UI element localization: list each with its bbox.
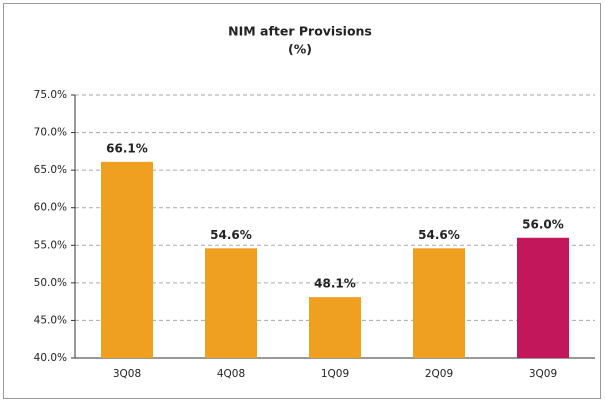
x-tick-label: 2Q09 xyxy=(425,368,453,380)
bar xyxy=(309,297,361,358)
y-tick-label: 75.0% xyxy=(34,89,67,101)
value-label: 48.1% xyxy=(314,277,356,291)
x-tick-label: 3Q09 xyxy=(529,368,557,380)
chart-title: NIM after Provisions xyxy=(228,24,372,39)
y-tick-label: 40.0% xyxy=(34,352,67,364)
y-tick-label: 50.0% xyxy=(34,277,67,289)
y-tick-label: 45.0% xyxy=(34,314,67,326)
bar xyxy=(101,161,153,358)
x-tick-label: 1Q09 xyxy=(321,368,349,380)
value-label: 54.6% xyxy=(210,228,252,242)
chart-subtitle: (%) xyxy=(288,42,312,57)
chart-frame xyxy=(3,3,601,399)
bar xyxy=(205,248,257,358)
value-label: 54.6% xyxy=(418,228,460,242)
bar xyxy=(517,237,569,358)
value-label: 56.0% xyxy=(522,217,564,231)
x-tick-label: 4Q08 xyxy=(217,368,245,380)
y-tick-label: 60.0% xyxy=(34,202,67,214)
bar xyxy=(413,248,465,358)
x-tick-label: 3Q08 xyxy=(113,368,141,380)
value-label: 66.1% xyxy=(106,141,148,155)
y-tick-label: 70.0% xyxy=(34,127,67,139)
y-tick-label: 55.0% xyxy=(34,239,67,251)
y-tick-label: 65.0% xyxy=(34,164,67,176)
